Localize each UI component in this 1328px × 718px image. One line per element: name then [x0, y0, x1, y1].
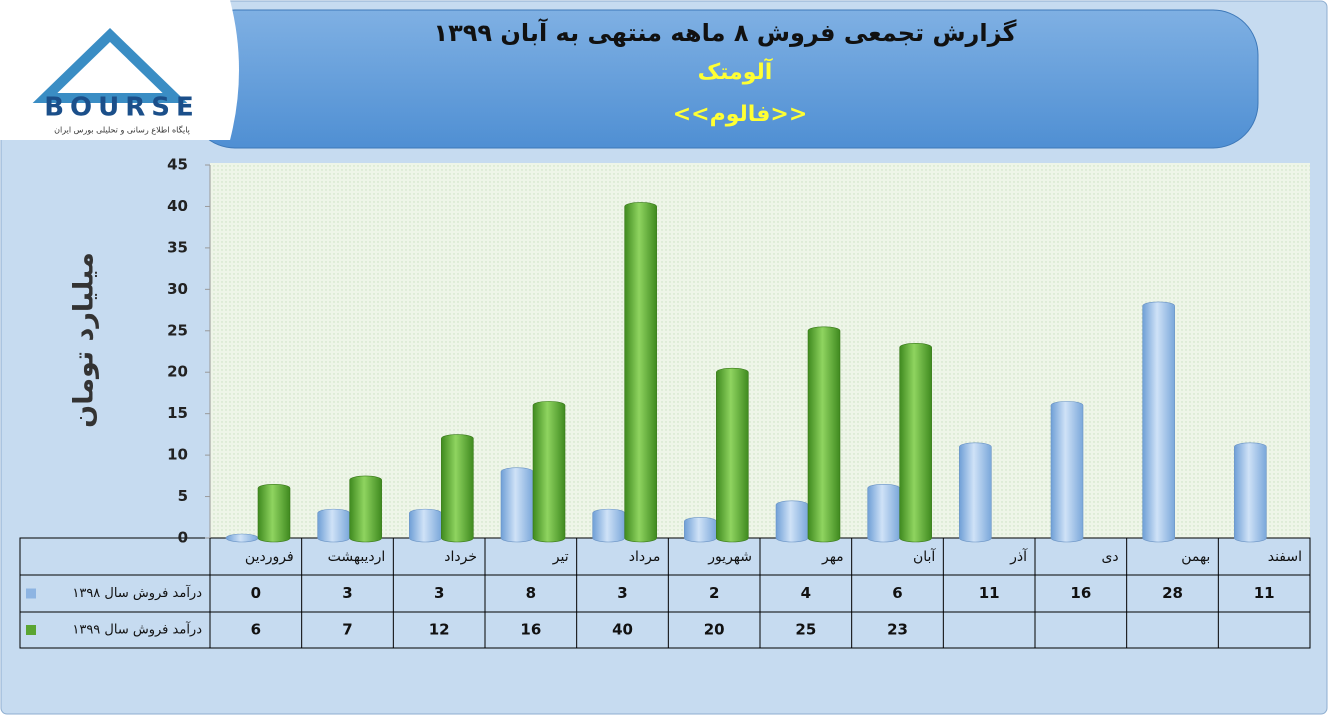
- bar: [317, 508, 350, 543]
- x-tick-label: بهمن: [1181, 549, 1210, 565]
- legend-swatch: [26, 588, 36, 599]
- x-tick-label: آبان: [913, 548, 936, 565]
- y-tick-label: 30: [167, 280, 188, 298]
- y-tick-label: 45: [167, 156, 188, 174]
- table-value: 6: [892, 584, 902, 602]
- y-tick-label: 0: [178, 529, 188, 547]
- logo-icon: [32, 28, 188, 103]
- legend-label: درآمد فروش سال ۱۳۹۹: [72, 621, 202, 638]
- logo-background: [0, 0, 239, 140]
- y-tick-label: 15: [167, 404, 188, 422]
- bar: [959, 442, 992, 543]
- x-tick-label: شهریور: [707, 549, 752, 565]
- bar: [441, 434, 474, 543]
- y-tick-label: 10: [167, 446, 188, 464]
- bar: [867, 483, 900, 543]
- y-axis-label: میلیارد تومان: [69, 252, 100, 428]
- bar: [257, 483, 291, 543]
- bar: [775, 500, 809, 543]
- bar: [716, 367, 749, 543]
- table-value: 12: [429, 621, 450, 639]
- x-tick-label: مرداد: [629, 549, 661, 565]
- table-value: 3: [434, 584, 444, 602]
- y-tick-label: 5: [178, 487, 188, 505]
- logo-brand: BOURSE: [44, 93, 200, 123]
- bar: [592, 508, 625, 543]
- x-tick-label: خرداد: [444, 549, 477, 565]
- logo-tagline: پایگاه اطلاع رسانی و تحلیلی بورس ایران: [54, 125, 190, 135]
- table-value: 3: [342, 584, 352, 602]
- plot-area: [210, 163, 1310, 538]
- bar: [500, 467, 534, 543]
- y-tick-label: 40: [167, 197, 188, 215]
- bar: [1050, 401, 1084, 543]
- table-value: 23: [887, 621, 908, 639]
- table-value: 6: [251, 621, 261, 639]
- table-value: 0: [251, 584, 261, 602]
- bar: [684, 517, 717, 543]
- table-value: 3: [617, 584, 627, 602]
- table-value: 20: [704, 621, 725, 639]
- x-tick-label: فروردین: [245, 549, 294, 565]
- x-tick-label: مهر: [821, 549, 844, 565]
- chart-title: گزارش تجمعی فروش ۸ ماهه منتهی به آبان ۱۳…: [433, 18, 1016, 47]
- bar: [899, 343, 932, 543]
- bar: [1142, 301, 1175, 543]
- table-value: 8: [526, 584, 536, 602]
- table-value: 40: [612, 621, 633, 639]
- chart-subtitle: آلومتک: [698, 57, 773, 85]
- table-value: 2: [709, 584, 719, 602]
- bar: [225, 533, 259, 543]
- x-tick-label: آذر: [1009, 548, 1028, 565]
- x-tick-label: اردیبهشت: [328, 549, 386, 565]
- x-tick-label: اسفند: [1268, 549, 1302, 565]
- bar: [807, 326, 841, 543]
- x-tick-label: تیر: [552, 549, 569, 565]
- table-value: 4: [801, 584, 811, 602]
- table-value: 7: [342, 621, 352, 639]
- x-tick-label: دی: [1101, 549, 1118, 565]
- bar: [532, 401, 566, 543]
- legend-swatch: [26, 625, 36, 635]
- data-table: [19, 537, 1311, 649]
- table-value: 16: [520, 621, 541, 639]
- bar: [409, 508, 442, 543]
- table-value: 28: [1162, 584, 1183, 602]
- chart-symbol: <<فالوم>>: [673, 102, 808, 127]
- table-value: 25: [795, 621, 816, 639]
- bar: [624, 202, 657, 543]
- bar: [349, 475, 382, 543]
- y-tick-label: 25: [167, 321, 188, 339]
- table-value: 16: [1070, 584, 1091, 602]
- y-tick-label: 35: [167, 238, 188, 256]
- table-value: 11: [1254, 584, 1275, 602]
- bar: [1234, 442, 1267, 543]
- table-value: 11: [979, 584, 1000, 602]
- y-tick-label: 20: [167, 363, 188, 381]
- legend-label: درآمد فروش سال ۱۳۹۸: [72, 584, 202, 601]
